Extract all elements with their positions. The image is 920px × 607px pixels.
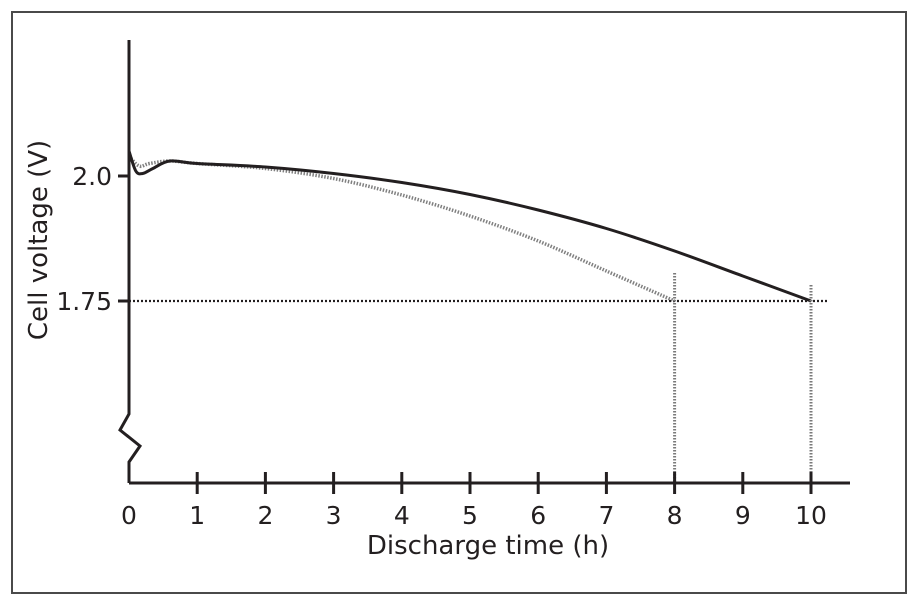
x-tick-label: 10 [795, 501, 827, 530]
y-tick-label: 2.0 [72, 162, 112, 191]
reference-lines [129, 273, 827, 483]
series-line-dotted [127, 154, 676, 303]
x-tick-label: 7 [598, 501, 614, 530]
x-tick-label: 9 [735, 501, 751, 530]
y-axis-title: Cell voltage (V) [24, 140, 54, 340]
y-axis-line [118, 40, 143, 483]
chart-frame: 0 1 2 3 4 5 6 7 8 9 10 2.0 1.75 Discharge time (h) C… [11, 11, 907, 594]
x-tick-label: 8 [667, 501, 683, 530]
voltage-discharge-chart: 0 1 2 3 4 5 6 7 8 9 10 2.0 1.75 Discharge time (h) C… [24, 40, 850, 561]
x-tick-label: 5 [462, 501, 478, 530]
x-tick-label: 4 [394, 501, 410, 530]
x-tick-label: 0 [121, 501, 137, 530]
x-tick-label: 1 [189, 501, 205, 530]
x-tick-label: 3 [326, 501, 342, 530]
x-tick-label: 6 [530, 501, 546, 530]
x-tick-label: 2 [257, 501, 273, 530]
y-tick-label: 1.75 [56, 287, 112, 316]
axes [118, 40, 850, 485]
series-layer [127, 150, 812, 303]
x-axis-title: Discharge time (h) [367, 531, 609, 561]
series-line-solid [127, 150, 812, 303]
axis-ticks: 0 1 2 3 4 5 6 7 8 9 10 2.0 1.75 [56, 162, 827, 530]
